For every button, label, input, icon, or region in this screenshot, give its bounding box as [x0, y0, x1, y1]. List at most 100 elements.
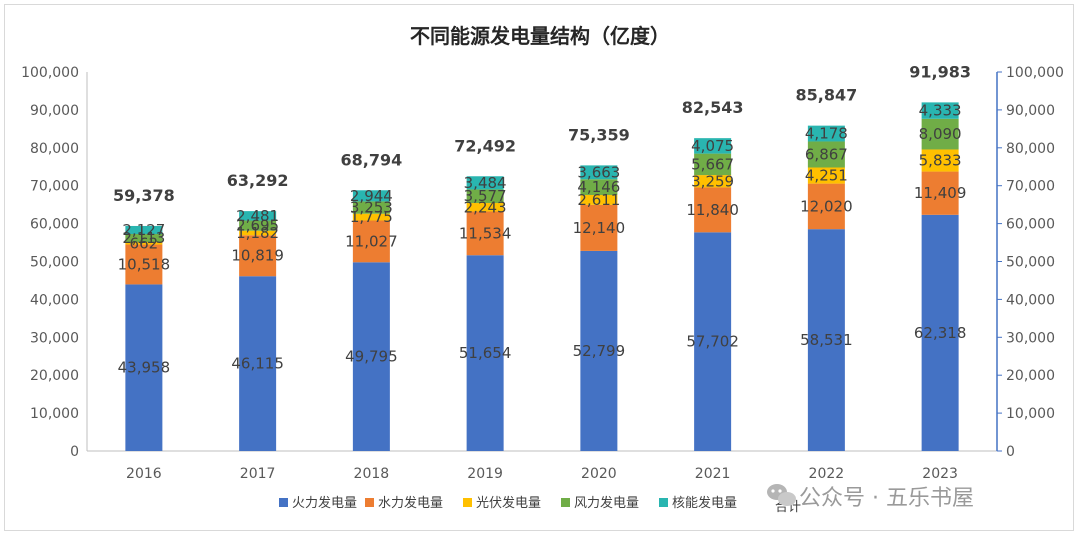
bars: [125, 102, 959, 451]
watermark-text: 公众号 · 五乐书屋: [799, 486, 974, 511]
x-tick-label: 2019: [467, 466, 503, 482]
y-tick-label: 70,000: [30, 179, 79, 195]
data-label: 4,178: [805, 125, 848, 143]
data-label: 11,409: [914, 184, 967, 202]
bar-segment: [694, 138, 732, 154]
y-tick-label: 100,000: [21, 65, 79, 81]
y-tick-label: 10,000: [30, 406, 79, 422]
legend-swatch: [463, 498, 472, 507]
secondary-y-tick-label: 70,000: [1006, 179, 1055, 195]
data-label: 2,113: [122, 229, 165, 247]
bar-segment: [580, 204, 618, 251]
x-tick-label: 2021: [695, 466, 731, 482]
bar-segment: [807, 167, 845, 184]
bar-segment: [921, 102, 959, 119]
data-label: 1,182: [236, 224, 279, 242]
bar-segment: [466, 203, 504, 212]
x-tick-label: 2017: [240, 466, 276, 482]
total-label: 85,847: [796, 86, 858, 105]
bar-segment: [125, 284, 163, 451]
bar-segment: [466, 255, 504, 451]
bar-segment: [239, 235, 277, 277]
bar-segment: [125, 244, 163, 285]
secondary-y-tick-label: 0: [1006, 444, 1015, 460]
legend-swatch: [659, 498, 668, 507]
data-label: 2,944: [350, 187, 393, 205]
data-label: 8,090: [919, 125, 962, 143]
bar-segment: [580, 194, 618, 205]
legend-label: 风力发电量: [574, 495, 639, 511]
bar-segment: [694, 187, 732, 233]
bar-segment: [921, 214, 959, 451]
bar-segment: [694, 175, 732, 188]
bar-segment: [921, 118, 959, 150]
data-label: 2,127: [122, 221, 165, 239]
data-label: 3,663: [577, 163, 620, 181]
data-label: 10,518: [118, 255, 171, 273]
bar-segment: [580, 165, 618, 180]
chart-title: 不同能源发电量结构（亿度）: [410, 24, 670, 48]
legend-label: 核能发电量: [672, 495, 737, 511]
data-label: 11,534: [459, 224, 512, 242]
bar-segment: [580, 179, 618, 195]
y-tick-label: 50,000: [30, 255, 79, 271]
data-label: 4,251: [805, 167, 848, 185]
bar-segment: [352, 190, 390, 202]
y-tick-label: 30,000: [30, 330, 79, 346]
data-label: 49,795: [345, 348, 398, 366]
y-tick-label: 40,000: [30, 292, 79, 308]
total-label: 63,292: [227, 171, 289, 190]
data-label: 4,146: [577, 178, 620, 196]
bar-segment: [580, 250, 618, 451]
watermark: 公众号 · 五乐书屋: [767, 484, 974, 511]
y-tick-label: 80,000: [30, 141, 79, 157]
y-tick-label: 0: [70, 444, 79, 460]
total-label: 91,983: [909, 62, 971, 81]
x-tick-label: 2018: [354, 466, 390, 482]
bar-segment: [125, 225, 163, 235]
data-label: 6,867: [805, 145, 848, 163]
data-label: 12,140: [573, 219, 626, 237]
legend: 火力发电量 水力发电量 光伏发电量 风力发电量 核能发电量 合计: [279, 495, 801, 515]
data-label: 1,775: [350, 208, 393, 226]
secondary-y-tick-label: 80,000: [1006, 141, 1055, 157]
y-tick-label: 60,000: [30, 217, 79, 233]
legend-label: 火力发电量: [292, 495, 357, 511]
data-label: 2,695: [236, 217, 279, 235]
data-label: 3,253: [350, 199, 393, 217]
bar-segment: [239, 220, 277, 231]
stacked-bar-chart: 不同能源发电量结构（亿度） 0 0 10,000 10,000 20,000 20,000…: [21, 24, 1064, 515]
y-tick-label: 90,000: [30, 103, 79, 119]
data-label: 4,333: [919, 102, 962, 120]
secondary-y-tick-label: 40,000: [1006, 292, 1055, 308]
bar-segment: [352, 220, 390, 263]
secondary-y-tick-label: 50,000: [1006, 255, 1055, 271]
data-label: 62,318: [914, 324, 967, 342]
x-tick-label: 2020: [581, 466, 617, 482]
x-tick-label: 2022: [809, 466, 845, 482]
bar-segment: [694, 153, 732, 176]
total-label: 75,359: [568, 125, 630, 144]
legend-label: 水力发电量: [378, 495, 443, 511]
data-label: 43,958: [118, 359, 171, 377]
secondary-y-tick-label: 20,000: [1006, 368, 1055, 384]
bar-segment: [125, 234, 163, 243]
secondary-y-tick-label: 90,000: [1006, 103, 1055, 119]
bar-segment: [807, 183, 845, 230]
data-label: 52,799: [573, 342, 626, 360]
data-label: 3,484: [464, 174, 507, 192]
bar-segment: [239, 230, 277, 236]
bar-segment: [466, 176, 504, 190]
total-label: 59,378: [113, 186, 175, 205]
data-label: 12,020: [800, 197, 853, 215]
bar-segment: [921, 171, 959, 215]
y-tick-label: 20,000: [30, 368, 79, 384]
data-label: 662: [130, 234, 159, 252]
bar-segment: [352, 262, 390, 451]
total-label: 82,543: [682, 98, 744, 117]
axes: 0 0 10,000 10,000 20,000 20,000 30,000 30,000 40…: [21, 65, 1064, 482]
secondary-y-tick-label: 10,000: [1006, 406, 1055, 422]
bar-segment: [807, 141, 845, 168]
x-tick-label: 2016: [126, 466, 162, 482]
bar-segment: [125, 242, 163, 245]
